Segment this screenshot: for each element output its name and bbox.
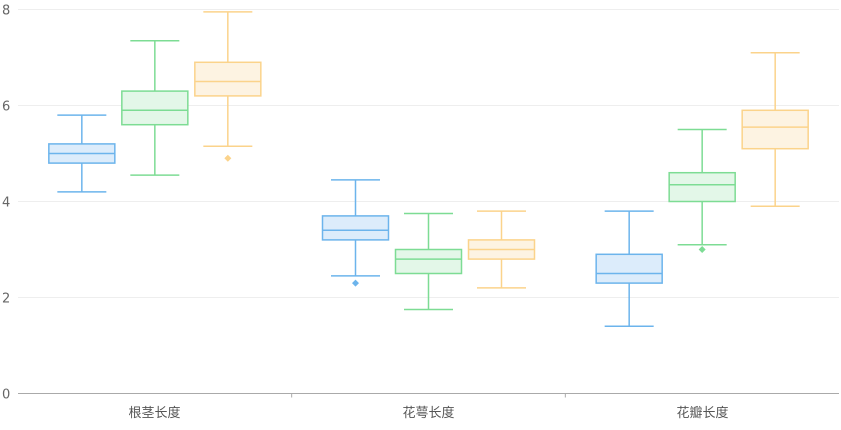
grid-lines xyxy=(18,9,839,398)
box xyxy=(321,215,390,241)
x-axis: 根茎长度 花萼长度 花瓣长度 xyxy=(128,405,728,421)
outlier-point xyxy=(352,279,359,287)
box xyxy=(668,171,736,203)
box xyxy=(595,253,663,284)
box-plot-item xyxy=(321,179,390,287)
box-plot-item xyxy=(467,210,536,289)
box xyxy=(194,61,262,97)
box-plot-item xyxy=(741,51,809,208)
y-tick-label: 6 xyxy=(2,100,10,115)
y-tick-label: 8 xyxy=(2,4,10,19)
outlier-point xyxy=(224,154,232,162)
box-plot-item xyxy=(48,114,116,193)
y-tick-label: 0 xyxy=(2,388,10,403)
box-plot-item xyxy=(121,39,189,176)
box xyxy=(741,109,809,150)
x-tick-label: 花瓣长度 xyxy=(676,405,728,421)
box xyxy=(121,90,189,126)
y-axis: 0 2 4 6 8 xyxy=(2,4,10,403)
box xyxy=(394,248,463,275)
x-tick-label: 根茎长度 xyxy=(128,405,180,421)
boxes xyxy=(48,11,809,328)
y-tick-label: 2 xyxy=(2,292,10,307)
outlier-point xyxy=(698,246,706,253)
box-plot-item xyxy=(194,11,262,162)
y-tick-label: 4 xyxy=(2,196,10,211)
box-plot-item xyxy=(394,212,463,311)
box-plot-item xyxy=(595,210,663,328)
box-plot-item xyxy=(668,128,736,253)
x-tick-label: 花萼长度 xyxy=(402,405,454,421)
